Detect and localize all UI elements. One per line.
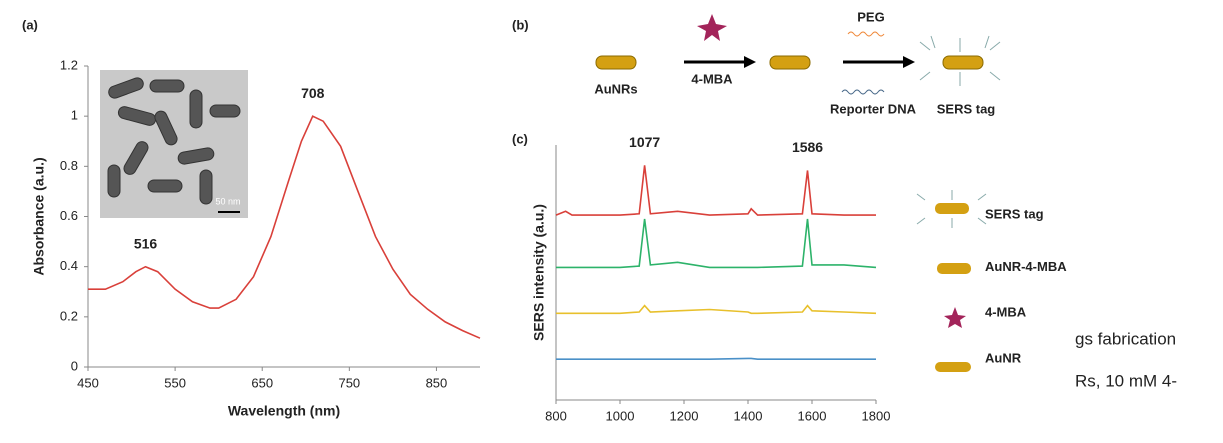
x-tick-label: 650	[251, 375, 273, 390]
inset-image	[100, 70, 248, 218]
step-label: SERS tag	[937, 101, 996, 116]
x-tick-label: 1800	[862, 408, 891, 423]
inset-scale: 50 nm	[215, 196, 240, 206]
x-tick-label: 1000	[606, 408, 635, 423]
panel-label: (b)	[512, 17, 529, 32]
x-axis-title: Wavelength (nm)	[228, 403, 340, 419]
step-label: AuNRs	[594, 81, 637, 96]
cropped-text: gs fabrication	[1075, 329, 1176, 348]
y-axis-title: SERS intensity (a.u.)	[531, 204, 547, 341]
y-tick-label: 1	[71, 108, 78, 123]
step-label: Reporter DNA	[830, 101, 917, 116]
x-tick-label: 850	[426, 375, 448, 390]
legend-label: SERS tag	[985, 207, 1044, 222]
annotation: 516	[134, 235, 158, 251]
step-label: 4-MBA	[691, 71, 733, 86]
y-tick-label: 0	[71, 358, 78, 373]
line	[556, 218, 877, 269]
annotation: 1077	[629, 134, 660, 150]
line	[556, 357, 876, 360]
annotation: 1586	[792, 139, 823, 155]
y-tick-label: 0.6	[60, 208, 78, 223]
x-tick-label: 450	[77, 375, 99, 390]
line	[555, 165, 876, 216]
x-tick-label: 1600	[798, 408, 827, 423]
y-tick-label: 0.2	[60, 308, 78, 323]
y-tick-label: 0.8	[60, 158, 78, 173]
line	[88, 115, 481, 339]
legend-label: AuNR-4-MBA	[985, 259, 1067, 274]
step-label: PEG	[857, 9, 884, 24]
y-axis-title: Absorbance (a.u.)	[31, 157, 47, 275]
x-tick-label: 550	[164, 375, 186, 390]
x-tick-label: 750	[338, 375, 360, 390]
y-tick-label: 1.2	[60, 57, 78, 72]
cropped-text: Rs, 10 mM 4-	[1075, 371, 1177, 390]
x-tick-label: 1400	[734, 408, 763, 423]
legend-label: 4-MBA	[985, 305, 1027, 320]
x-tick-label: 800	[545, 408, 567, 423]
panel-label: (c)	[512, 131, 528, 146]
legend-label: AuNR	[985, 351, 1022, 366]
annotation: 708	[301, 85, 325, 101]
diagram-icons	[595, 14, 1001, 95]
y-tick-label: 0.4	[60, 258, 78, 273]
x-tick-label: 1200	[670, 408, 699, 423]
legend-icons	[916, 190, 987, 372]
panel-label: (a)	[22, 17, 38, 32]
line	[556, 304, 877, 315]
